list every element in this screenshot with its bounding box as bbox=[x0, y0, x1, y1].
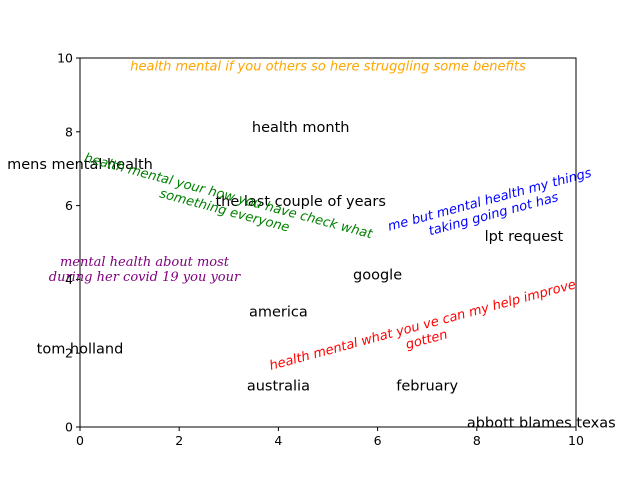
word-label: abbott blames texas bbox=[467, 415, 616, 431]
x-tick-label: 10 bbox=[568, 433, 584, 448]
y-tick-label: 8 bbox=[65, 124, 73, 139]
phrase-labels: health mental if you others so here stru… bbox=[49, 60, 594, 374]
y-tick-label: 0 bbox=[65, 420, 73, 435]
y-tick-label: 4 bbox=[65, 272, 73, 287]
x-tick-label: 6 bbox=[374, 433, 382, 448]
word-label: australia bbox=[247, 378, 310, 394]
phrase-line: health mental if you others so here stru… bbox=[130, 60, 526, 75]
word-label: february bbox=[396, 378, 458, 394]
word-label: google bbox=[353, 268, 402, 284]
x-tick-label: 2 bbox=[175, 433, 183, 448]
phrase-line: health mental what you ve can my help im… bbox=[268, 277, 578, 373]
x-tick-label: 8 bbox=[473, 433, 481, 448]
phrase-label: health mental if you others so here stru… bbox=[130, 60, 526, 75]
word-label: lpt request bbox=[485, 229, 564, 245]
phrase-line: mental health about most bbox=[60, 255, 230, 270]
word-label: america bbox=[249, 305, 308, 321]
phrase-line: during her covid 19 you your bbox=[49, 270, 241, 285]
phrase-label: health mental what you ve can my help im… bbox=[268, 277, 578, 373]
word-label: health month bbox=[252, 120, 350, 136]
phrase-line: me but mental health my things bbox=[386, 166, 593, 235]
word-label: the last couple of years bbox=[215, 194, 385, 210]
plot-frame bbox=[79, 57, 577, 428]
y-tick-label: 6 bbox=[65, 198, 73, 213]
y-tick-label: 10 bbox=[57, 51, 73, 66]
axis-ticks: 0 2 4 6 8 10 0 2 4 6 8 10 bbox=[57, 51, 584, 449]
x-tick-label: 4 bbox=[274, 433, 282, 448]
x-tick-label: 0 bbox=[76, 433, 84, 448]
y-tick-label: 2 bbox=[65, 346, 73, 361]
